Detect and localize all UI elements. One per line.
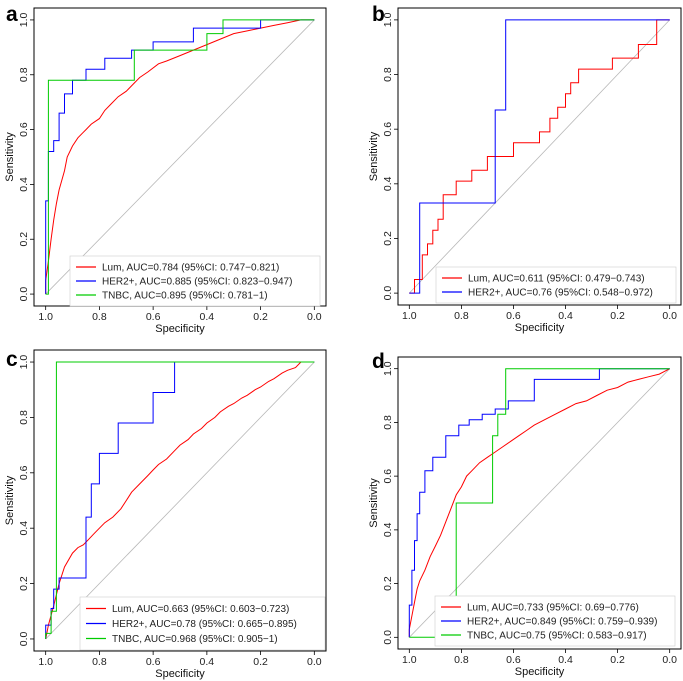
y-tick-label: 0.2 — [18, 232, 30, 247]
panel-d: d1.0 0.8 0.6 0.4 0.2 0.00.00.20.40.60.81.0Spe… — [368, 350, 682, 678]
y-tick-label: 0.0 — [18, 287, 30, 302]
x-tick-label: 0.2 — [610, 654, 625, 666]
x-tick-label: 1.0 — [402, 654, 417, 666]
legend-label: Lum, AUC=0.611 (95%CI: 0.479−0.743) — [468, 274, 645, 285]
x-tick-label: 0.2 — [253, 311, 268, 323]
x-tick-label: 1.0 — [38, 311, 53, 323]
legend-label: TNBC, AUC=0.895 (95%CI: 0.781−1) — [102, 291, 268, 302]
y-axis-title: Sensitivity — [368, 478, 380, 528]
panel-b: b1.0 0.8 0.6 0.4 0.2 0.00.00.20.40.60.81.0Spe… — [368, 3, 682, 334]
y-axis-title: Sensitivity — [368, 131, 380, 181]
y-tick-label: 1.0 — [382, 361, 394, 376]
panel-letter: d — [372, 350, 385, 373]
x-tick-label: 0.6 — [146, 311, 161, 323]
x-tick-label: 0.6 — [506, 310, 521, 322]
x-tick-label: 1.0 — [402, 310, 417, 322]
y-axis-title: Sensitivity — [4, 475, 16, 525]
x-tick-label: 0.2 — [253, 656, 268, 668]
legend-box — [79, 596, 326, 651]
y-tick-label: 0.4 — [18, 177, 30, 192]
x-tick-label: 0.0 — [662, 310, 677, 322]
roc-curve-line — [409, 19, 670, 294]
x-tick-label: 0.4 — [558, 654, 573, 666]
roc-curve-line — [45, 19, 315, 295]
y-tick-label: 0.4 — [18, 521, 30, 536]
y-tick-label: 0.2 — [18, 576, 30, 591]
legend-label: Lum, AUC=0.663 (95%CI: 0.603−0.723) — [112, 604, 289, 615]
x-tick-label: 0.4 — [200, 311, 215, 323]
panel-letter: c — [6, 348, 18, 371]
plot-frame — [397, 356, 682, 650]
legend-label: HER2+, AUC=0.76 (95%CI: 0.548−0.972) — [468, 288, 653, 299]
y-tick-label: 0.8 — [382, 67, 394, 82]
reference-diagonal — [409, 368, 670, 638]
panel-letter: b — [372, 3, 385, 26]
x-tick-label: 0.8 — [454, 654, 469, 666]
y-tick-label: 0.0 — [382, 286, 394, 301]
y-tick-label: 1.0 — [18, 355, 30, 370]
legend-label: Lum, AUC=0.733 (95%CI: 0.69−0.776) — [467, 603, 639, 614]
roc-curve-line — [45, 361, 315, 640]
legend-box — [69, 255, 321, 307]
plot-frame — [397, 7, 682, 306]
y-tick-label: 0.0 — [18, 632, 30, 647]
panel-letter: a — [6, 3, 18, 26]
y-tick-label: 0.8 — [18, 67, 30, 82]
legend-label: HER2+, AUC=0.885 (95%CI: 0.823−0.947) — [102, 277, 292, 288]
roc-curve-line — [409, 19, 670, 294]
legend-box — [435, 266, 677, 304]
x-tick-label: 0.0 — [307, 311, 322, 323]
reference-diagonal — [409, 19, 670, 294]
y-tick-label: 1.0 — [382, 12, 394, 27]
legend-label: HER2+, AUC=0.849 (95%CI: 0.759−0.939) — [467, 617, 657, 628]
x-tick-label: 0.2 — [610, 310, 625, 322]
panel-c: c1.0 0.8 0.6 0.4 0.2 0.00.00.20.40.60.81.0Spe… — [4, 348, 327, 680]
x-tick-label: 0.8 — [92, 656, 107, 668]
roc-curve-line — [408, 368, 670, 638]
y-tick-label: 0.6 — [18, 122, 30, 137]
y-tick-label: 0.6 — [382, 122, 394, 137]
y-axis-title: Sensitivity — [4, 132, 16, 182]
reference-diagonal — [45, 361, 315, 640]
plot-frame — [33, 349, 327, 652]
legend-label: Lum, AUC=0.784 (95%CI: 0.747−0.821) — [102, 263, 279, 274]
x-tick-label: 0.0 — [307, 656, 322, 668]
y-tick-label: 0.8 — [382, 415, 394, 430]
x-axis-title: Specificity — [155, 323, 205, 335]
x-tick-label: 0.6 — [146, 656, 161, 668]
y-tick-label: 0.4 — [382, 176, 394, 191]
x-tick-label: 0.8 — [454, 310, 469, 322]
y-tick-label: 0.2 — [382, 231, 394, 246]
x-tick-label: 0.0 — [662, 654, 677, 666]
x-tick-label: 0.6 — [506, 654, 521, 666]
x-axis-title: Specificity — [155, 668, 205, 680]
roc-curve-line — [45, 19, 315, 295]
roc-curve-line — [45, 361, 315, 639]
x-axis-title: Specificity — [515, 322, 565, 334]
x-tick-label: 0.4 — [200, 656, 215, 668]
x-axis-title: Specificity — [515, 666, 565, 678]
legend-label: TNBC, AUC=0.968 (95%CI: 0.905−1) — [112, 634, 278, 645]
y-tick-label: 0.4 — [382, 522, 394, 537]
x-tick-label: 0.4 — [558, 310, 573, 322]
legend-label: HER2+, AUC=0.78 (95%CI: 0.665−0.895) — [112, 619, 297, 630]
y-tick-label: 1.0 — [18, 12, 30, 27]
roc-curve-line — [45, 361, 315, 639]
x-tick-label: 0.8 — [92, 311, 107, 323]
y-tick-label: 0.6 — [382, 469, 394, 484]
y-tick-label: 0.8 — [18, 410, 30, 425]
y-tick-label: 0.2 — [382, 576, 394, 591]
y-tick-label: 0.0 — [382, 630, 394, 645]
panel-a: a1.0 0.8 0.6 0.4 0.2 0.00.00.20.40.60.81.0Spe… — [4, 3, 327, 335]
legend-box — [434, 595, 676, 647]
roc-curve-line — [408, 368, 670, 638]
legend-label: TNBC, AUC=0.75 (95%CI: 0.583−0.917) — [467, 631, 647, 642]
y-tick-label: 0.6 — [18, 465, 30, 480]
x-tick-label: 1.0 — [38, 656, 53, 668]
reference-diagonal — [45, 19, 315, 295]
